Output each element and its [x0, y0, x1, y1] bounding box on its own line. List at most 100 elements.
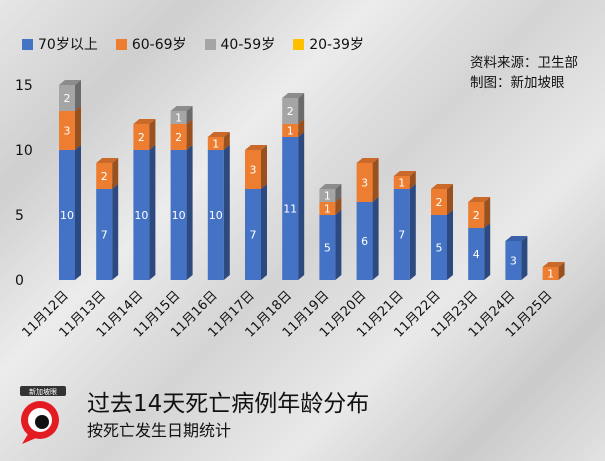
data-label: 1 — [398, 177, 405, 190]
y-tick-label: 15 — [15, 78, 33, 94]
legend-label: 70岁以上 — [38, 37, 98, 53]
data-label: 5 — [436, 242, 443, 255]
data-label: 10 — [134, 209, 148, 222]
bar-segment — [282, 124, 299, 137]
data-label: 2 — [138, 131, 145, 144]
legend-swatch — [293, 38, 305, 50]
bar-segment — [59, 111, 75, 150]
legend-label: 60-69岁 — [131, 37, 187, 53]
bar-segment-top — [393, 171, 416, 176]
legend: 70岁以上 60-69岁 40-59岁 20-39岁 — [22, 34, 364, 54]
data-label: 3 — [64, 125, 71, 138]
data-label: 1 — [287, 125, 294, 138]
bar-segment-side — [112, 184, 119, 280]
data-label: 1 — [175, 112, 182, 125]
bar-segment — [96, 189, 113, 280]
bar-segment — [505, 241, 522, 280]
data-label: 1 — [212, 138, 219, 151]
data-label: 3 — [510, 255, 517, 268]
bar-segment-top — [356, 158, 379, 163]
legend-swatch — [115, 38, 127, 50]
legend-item-70plus: 70岁以上 — [22, 34, 98, 54]
bar-segment-side — [447, 184, 453, 215]
legend-item-60-69: 60-69岁 — [115, 34, 187, 54]
bar-segment — [319, 189, 336, 202]
legend-item-20-39: 20-39岁 — [293, 34, 364, 54]
bar-segment-top — [431, 184, 453, 189]
bar-segment-side — [223, 145, 230, 280]
bar-segment — [282, 137, 299, 280]
bar-segment-side — [484, 223, 491, 280]
legend-swatch — [22, 38, 33, 50]
bar-segment — [133, 124, 150, 150]
bar-segment — [356, 163, 373, 202]
bar-segment — [468, 228, 485, 280]
chart-title: 过去14天死亡病例年龄分布 — [87, 391, 370, 417]
data-label: 2 — [64, 92, 71, 105]
bar-segment — [59, 85, 75, 111]
bar-segment — [431, 189, 447, 215]
data-label: 2 — [287, 105, 294, 118]
bar-segment — [170, 150, 187, 280]
bar-segment — [319, 202, 336, 215]
bar-segment-side — [149, 145, 156, 280]
data-label: 10 — [172, 209, 186, 222]
bar-segment-top — [282, 93, 305, 98]
bar-segment-top — [319, 184, 342, 189]
chart-subtitle: 按死亡发生日期统计 — [87, 421, 232, 440]
bar-segment-side — [112, 158, 119, 189]
bar-segment-top — [468, 197, 491, 202]
bar-segment-side — [149, 119, 156, 150]
data-label: 11 — [283, 203, 297, 216]
bar-segment — [96, 163, 113, 189]
bar-segment-side — [261, 184, 267, 280]
legend-item-40-59: 40-59岁 — [204, 34, 275, 54]
bar-segment-side — [372, 197, 379, 280]
bar-segment-side — [409, 184, 416, 280]
bar-segment-side — [335, 197, 342, 215]
bar-segment — [245, 150, 261, 189]
source-credit: 资料来源：卫生部 — [470, 55, 578, 71]
data-label: 2 — [436, 196, 443, 209]
stacked-bar-chart: 051015103211月12日7211月13日10211月14日102111月… — [15, 78, 565, 341]
bar-segment-side — [558, 262, 565, 280]
bar-segment — [393, 189, 410, 280]
logo-text: 新加坡眼 — [29, 387, 57, 396]
bar-segment — [133, 150, 150, 280]
data-label: 2 — [473, 209, 480, 222]
bar-segment-side — [521, 236, 528, 280]
bar-segment-top — [133, 119, 156, 124]
bar-segment-side — [223, 132, 230, 150]
data-label: 3 — [361, 177, 368, 190]
data-label: 3 — [250, 164, 257, 177]
bar-segment-side — [298, 119, 305, 137]
data-label: 5 — [324, 242, 331, 255]
legend-swatch — [204, 38, 216, 50]
data-label: 7 — [398, 229, 405, 242]
bar-segment — [207, 137, 224, 150]
bar-segment-top — [59, 80, 81, 85]
bar-segment-side — [186, 119, 193, 150]
bar-segment — [59, 150, 75, 280]
bar-segment — [245, 189, 261, 280]
data-label: 2 — [175, 131, 182, 144]
bar-segment-top — [170, 106, 193, 111]
bar-segment-top — [542, 262, 565, 267]
bar-segment — [431, 215, 447, 280]
bar-segment-top — [96, 158, 119, 163]
data-label: 6 — [361, 235, 368, 248]
bar-segment-side — [75, 145, 81, 280]
bar-segment-side — [261, 145, 267, 189]
bar-segment-side — [298, 132, 305, 280]
data-label: 10 — [209, 209, 223, 222]
bar-segment-side — [186, 145, 193, 280]
y-tick-label: 10 — [15, 143, 33, 159]
legend-label: 20-39岁 — [309, 37, 364, 53]
site-logo-icon: 新加坡眼 — [20, 386, 66, 444]
bar-segment-side — [335, 210, 342, 280]
bar-segment-top — [505, 236, 528, 241]
bar-segment-side — [298, 93, 305, 124]
bar-segment-side — [75, 106, 81, 150]
data-label: 4 — [473, 248, 480, 261]
